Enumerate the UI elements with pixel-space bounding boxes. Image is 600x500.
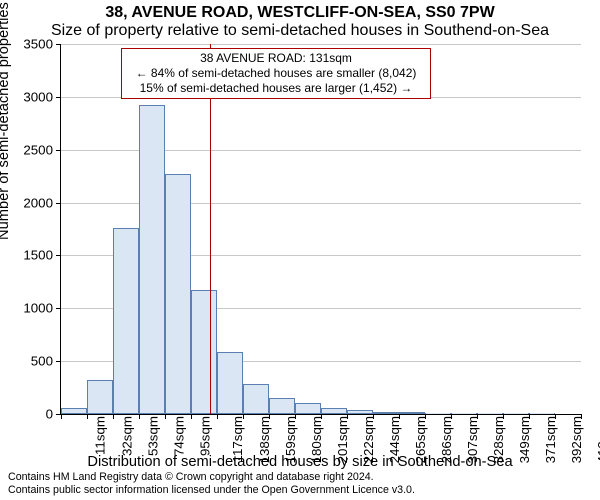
chart-container: 38, AVENUE ROAD, WESTCLIFF-ON-SEA, SS0 7… bbox=[0, 0, 600, 500]
histogram-bar bbox=[399, 412, 425, 414]
x-tick-mark bbox=[373, 414, 374, 419]
x-tick-mark bbox=[269, 414, 270, 419]
histogram-bar bbox=[61, 408, 87, 414]
histogram-bar bbox=[529, 413, 555, 414]
histogram-bar bbox=[451, 413, 477, 414]
histogram-bar bbox=[321, 408, 347, 414]
x-tick-mark bbox=[165, 414, 166, 419]
histogram-bar bbox=[243, 384, 269, 414]
histogram-bar bbox=[347, 410, 373, 414]
x-tick-mark bbox=[217, 414, 218, 419]
x-tick-mark bbox=[581, 414, 582, 419]
histogram-bar bbox=[191, 290, 217, 414]
y-tick-mark bbox=[56, 255, 61, 256]
histogram-bar bbox=[295, 403, 321, 414]
x-tick-label: 32sqm bbox=[120, 416, 135, 456]
y-tick-label: 3000 bbox=[23, 89, 53, 104]
x-tick-mark bbox=[113, 414, 114, 419]
y-tick-mark bbox=[56, 308, 61, 309]
x-tick-mark bbox=[347, 414, 348, 419]
histogram-bar bbox=[139, 105, 165, 414]
y-tick-label: 3500 bbox=[23, 37, 53, 52]
x-tick-label: 74sqm bbox=[172, 416, 187, 456]
histogram-bar bbox=[269, 398, 295, 414]
x-tick-mark bbox=[477, 414, 478, 419]
histogram-bar bbox=[373, 412, 399, 414]
chart-title: 38, AVENUE ROAD, WESTCLIFF-ON-SEA, SS0 7… bbox=[0, 4, 600, 22]
histogram-bar bbox=[113, 228, 139, 414]
y-axis-label: Number of semi-detached properties bbox=[0, 2, 12, 240]
footer-line-1: Contains HM Land Registry data © Crown c… bbox=[8, 471, 415, 483]
x-tick-mark bbox=[399, 414, 400, 419]
x-tick-mark bbox=[61, 414, 62, 419]
x-tick-mark bbox=[503, 414, 504, 419]
histogram-bar bbox=[87, 380, 113, 414]
histogram-bar bbox=[425, 413, 451, 414]
y-tick-label: 1500 bbox=[23, 248, 53, 263]
x-tick-mark bbox=[191, 414, 192, 419]
x-tick-label: 11sqm bbox=[93, 416, 108, 455]
annotation-line: ← 84% of semi-detached houses are smalle… bbox=[126, 66, 426, 81]
x-tick-mark bbox=[321, 414, 322, 419]
x-tick-mark bbox=[139, 414, 140, 419]
x-tick-mark bbox=[243, 414, 244, 419]
x-axis-label: Distribution of semi-detached houses by … bbox=[0, 454, 600, 470]
histogram-bar bbox=[217, 352, 243, 414]
y-tick-label: 2500 bbox=[23, 142, 53, 157]
histogram-bar bbox=[165, 174, 191, 414]
y-tick-mark bbox=[56, 44, 61, 45]
annotation-line: 15% of semi-detached houses are larger (… bbox=[126, 81, 426, 96]
y-tick-mark bbox=[56, 97, 61, 98]
x-tick-mark bbox=[87, 414, 88, 419]
y-tick-label: 2000 bbox=[23, 195, 53, 210]
attribution-footer: Contains HM Land Registry data © Crown c… bbox=[8, 471, 415, 496]
y-tick-label: 0 bbox=[46, 407, 53, 422]
histogram-bar bbox=[503, 413, 529, 414]
footer-line-2: Contains public sector information licen… bbox=[8, 484, 415, 496]
gridline-h bbox=[61, 44, 581, 45]
chart-subtitle: Size of property relative to semi-detach… bbox=[0, 22, 600, 40]
x-tick-mark bbox=[425, 414, 426, 419]
x-tick-mark bbox=[295, 414, 296, 419]
y-tick-label: 500 bbox=[31, 354, 53, 369]
x-tick-mark bbox=[451, 414, 452, 419]
annotation-line: 38 AVENUE ROAD: 131sqm bbox=[126, 51, 426, 66]
y-tick-mark bbox=[56, 203, 61, 204]
annotation-box: 38 AVENUE ROAD: 131sqm← 84% of semi-deta… bbox=[121, 48, 431, 99]
y-tick-mark bbox=[56, 361, 61, 362]
x-tick-label: 95sqm bbox=[198, 416, 213, 456]
plot-area: 050010001500200025003000350011sqm32sqm53… bbox=[60, 44, 581, 415]
x-tick-mark bbox=[529, 414, 530, 419]
reference-line bbox=[210, 44, 211, 414]
y-tick-mark bbox=[56, 150, 61, 151]
histogram-bar bbox=[477, 413, 503, 414]
x-tick-label: 53sqm bbox=[146, 416, 161, 456]
x-tick-mark bbox=[555, 414, 556, 419]
y-tick-label: 1000 bbox=[23, 301, 53, 316]
